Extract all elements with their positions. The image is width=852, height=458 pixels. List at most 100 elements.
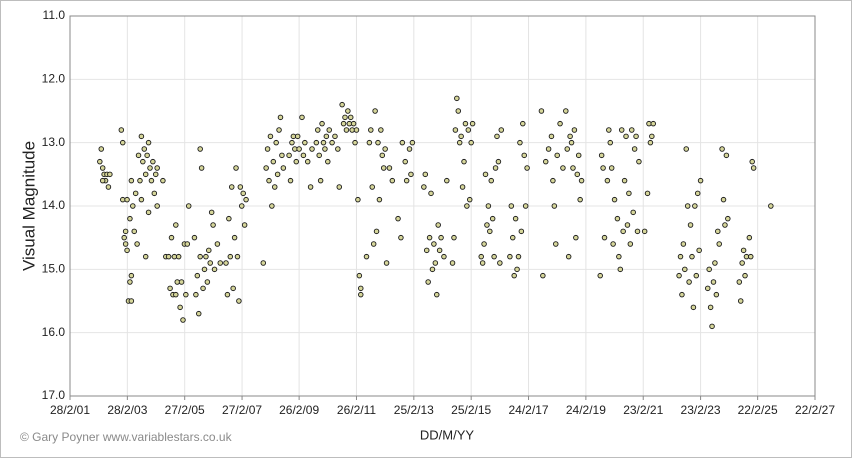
point — [707, 304, 714, 311]
point — [564, 146, 570, 152]
point — [325, 158, 331, 165]
point — [203, 253, 209, 260]
point — [696, 247, 702, 254]
point — [456, 139, 463, 146]
point — [557, 120, 563, 127]
point — [293, 158, 300, 165]
point — [423, 247, 430, 254]
point — [382, 146, 388, 152]
point — [320, 139, 327, 146]
point — [567, 133, 573, 140]
point — [722, 222, 728, 228]
point — [287, 177, 294, 184]
point — [175, 253, 182, 260]
point — [484, 222, 490, 228]
point — [422, 171, 429, 178]
point — [335, 146, 341, 152]
point — [145, 139, 152, 146]
point — [650, 120, 657, 127]
point — [274, 171, 281, 178]
point — [425, 279, 431, 285]
point — [237, 184, 244, 190]
point — [458, 133, 464, 140]
point — [679, 291, 685, 298]
point — [715, 228, 721, 235]
point — [99, 165, 106, 171]
point — [122, 228, 129, 235]
point — [468, 139, 474, 146]
point — [105, 184, 112, 190]
point — [352, 139, 358, 146]
point — [514, 266, 520, 273]
point — [644, 190, 651, 197]
point — [304, 158, 311, 165]
point — [511, 272, 517, 279]
point — [560, 165, 566, 171]
point — [488, 177, 494, 184]
point — [196, 310, 202, 317]
point — [550, 177, 556, 184]
point — [510, 234, 516, 241]
point — [402, 158, 408, 165]
point — [624, 222, 631, 228]
point — [438, 234, 444, 241]
y-tick-label: 16.0 — [42, 325, 66, 339]
point — [604, 177, 611, 184]
point — [494, 133, 500, 140]
point — [435, 222, 441, 228]
point — [280, 165, 287, 171]
point — [120, 139, 126, 146]
point — [521, 152, 527, 159]
point — [358, 285, 364, 292]
point — [626, 190, 632, 197]
point — [606, 127, 612, 133]
point — [122, 241, 129, 247]
point — [97, 158, 103, 165]
point — [492, 165, 499, 171]
point — [553, 241, 559, 247]
point — [319, 120, 325, 127]
x-tick-label: 28/2/01 — [50, 403, 90, 417]
point — [716, 241, 722, 247]
point — [134, 241, 140, 247]
point — [630, 209, 636, 216]
point — [693, 272, 700, 279]
point — [497, 260, 503, 266]
point — [631, 146, 638, 152]
point — [356, 272, 363, 279]
point — [548, 133, 555, 140]
point — [436, 247, 443, 254]
point — [737, 298, 744, 304]
point — [621, 177, 628, 184]
point — [575, 152, 582, 159]
point — [127, 279, 133, 285]
point — [234, 253, 241, 260]
point — [634, 228, 641, 235]
point — [177, 304, 183, 311]
point — [107, 171, 113, 178]
x-tick-label: 24/2/19 — [566, 403, 606, 417]
point — [515, 253, 522, 260]
point — [687, 222, 694, 228]
point — [128, 272, 135, 279]
point — [399, 139, 406, 146]
point — [144, 152, 150, 159]
point — [454, 95, 460, 102]
point — [206, 247, 212, 254]
point — [345, 108, 351, 114]
point — [398, 234, 404, 241]
point — [686, 279, 692, 285]
point — [185, 203, 192, 209]
x-tick-label: 23/2/21 — [623, 403, 663, 417]
point — [373, 228, 380, 235]
point — [124, 247, 130, 254]
point — [451, 234, 457, 241]
point — [421, 184, 427, 190]
point — [455, 108, 462, 114]
point — [300, 152, 307, 159]
point — [369, 184, 375, 190]
point — [383, 260, 390, 266]
point — [434, 291, 440, 298]
point — [620, 228, 626, 235]
